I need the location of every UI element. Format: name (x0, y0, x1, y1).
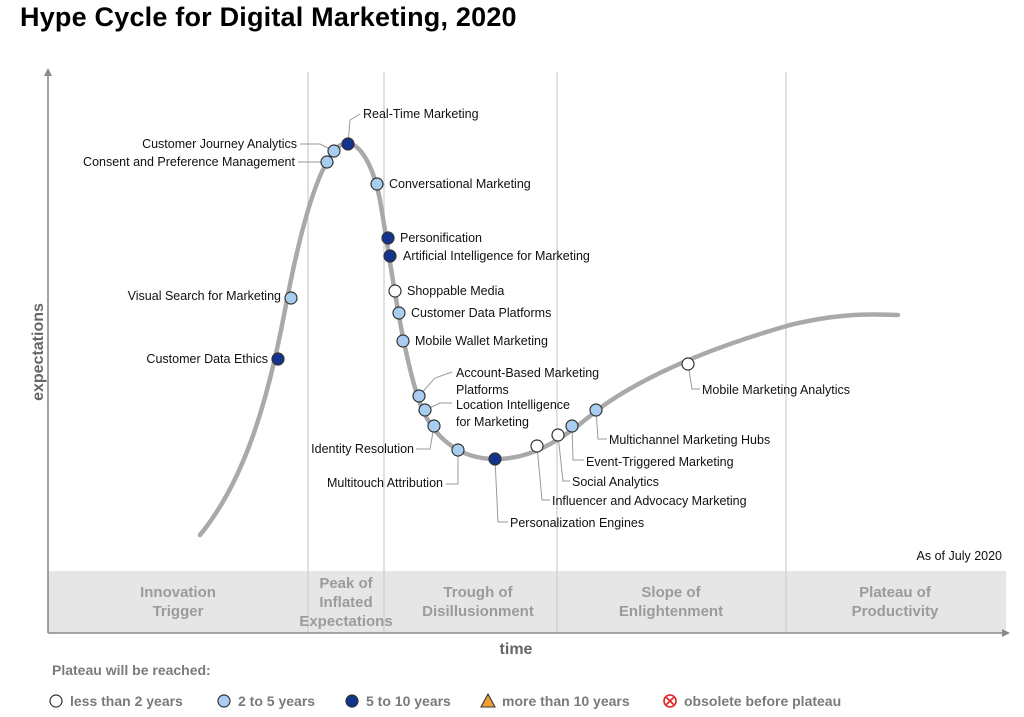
technology-label: Event-Triggered Marketing (586, 455, 734, 469)
technology-label: Personification (400, 231, 482, 245)
leader-line (418, 371, 453, 397)
technology-label: Consent and Preference Management (83, 155, 295, 169)
technology-label: Multitouch Attribution (327, 476, 443, 490)
technology-marker (392, 306, 406, 320)
leader-line (446, 450, 459, 485)
technology-marker (488, 452, 502, 466)
technology-label: Customer Journey Analytics (142, 137, 297, 151)
technology-label: Location Intelligence for Marketing (456, 398, 570, 429)
technology-marker (388, 284, 402, 298)
legend-marker (345, 694, 359, 708)
technology-marker (418, 403, 432, 417)
y-axis-arrow (44, 68, 52, 76)
technology-label: Shoppable Media (407, 284, 504, 298)
technology-marker (427, 419, 441, 433)
leader-line (571, 425, 584, 461)
as-of-date: As of July 2020 (917, 549, 1003, 563)
leader-line (687, 363, 700, 390)
technology-label: Account-Based Marketing Platforms (456, 366, 599, 397)
leader-line (347, 113, 361, 145)
technology-label: Artificial Intelligence for Marketing (403, 249, 590, 263)
technology-label: Mobile Marketing Analytics (702, 383, 850, 397)
leader-line (595, 409, 607, 440)
technology-marker (565, 419, 579, 433)
technology-label: Multichannel Marketing Hubs (609, 433, 770, 447)
x-axis-arrow (1002, 629, 1010, 637)
phase-band (48, 571, 1006, 633)
technology-marker (284, 291, 298, 305)
legend-label: 2 to 5 years (238, 693, 315, 709)
technology-marker (320, 155, 334, 169)
legend: less than 2 years 2 to 5 years 5 to 10 yea… (49, 692, 841, 709)
legend-label: obsolete before plateau (684, 693, 841, 709)
leader-line (416, 425, 435, 450)
technology-markers (271, 137, 695, 466)
technology-marker (341, 137, 355, 151)
technology-label: Personalization Engines (510, 516, 644, 530)
phase-label: Peak of Inflated Expectations (299, 575, 392, 630)
legend-marker (217, 694, 231, 708)
technology-marker (530, 439, 544, 453)
technology-label: Social Analytics (572, 475, 659, 489)
legend-marker (49, 694, 63, 708)
phase-label: Innovation Trigger (140, 584, 216, 620)
technology-labels: Customer Data Ethics Visual Search for Ma… (83, 107, 850, 530)
technology-label: Customer Data Ethics (146, 352, 268, 366)
technology-label: Customer Data Platforms (411, 306, 551, 320)
leader-line (494, 458, 508, 523)
phase-label: Plateau of Productivity (852, 584, 939, 620)
legend-label: 5 to 10 years (366, 693, 451, 709)
label-leaders (298, 113, 700, 523)
triangle-icon (480, 692, 496, 708)
technology-label: Visual Search for Marketing (128, 289, 281, 303)
leader-line (536, 445, 550, 501)
technology-marker (327, 144, 341, 158)
technology-marker (412, 389, 426, 403)
page-title: Hype Cycle for Digital Marketing, 2020 (20, 2, 517, 32)
phase-label: Trough of Disillusionment (422, 584, 534, 620)
technology-marker (271, 352, 285, 366)
technology-label: Mobile Wallet Marketing (415, 334, 548, 348)
technology-marker (396, 334, 410, 348)
technology-label: Conversational Marketing (389, 177, 531, 191)
y-axis-label: expectations (30, 303, 47, 401)
legend-label: less than 2 years (70, 693, 183, 709)
technology-marker (681, 357, 695, 371)
hype-curve (197, 141, 901, 538)
technology-label: Real-Time Marketing (363, 107, 479, 121)
x-axis-label: time (500, 641, 533, 658)
technology-marker (451, 443, 465, 457)
technology-marker (589, 403, 603, 417)
phase-labels: Innovation Trigger Peak of Inflated Expectat… (140, 575, 939, 630)
technology-marker (370, 177, 384, 191)
legend-title: Plateau will be reached: (52, 662, 211, 678)
technology-marker (551, 428, 565, 442)
leader-line (557, 434, 570, 482)
technology-label: Identity Resolution (311, 442, 414, 456)
phase-label: Slope of Enlightenment (619, 584, 723, 620)
technology-marker (381, 231, 395, 245)
technology-label: Influencer and Advocacy Marketing (552, 494, 747, 508)
technology-marker (383, 249, 397, 263)
legend-label: more than 10 years (502, 693, 630, 709)
